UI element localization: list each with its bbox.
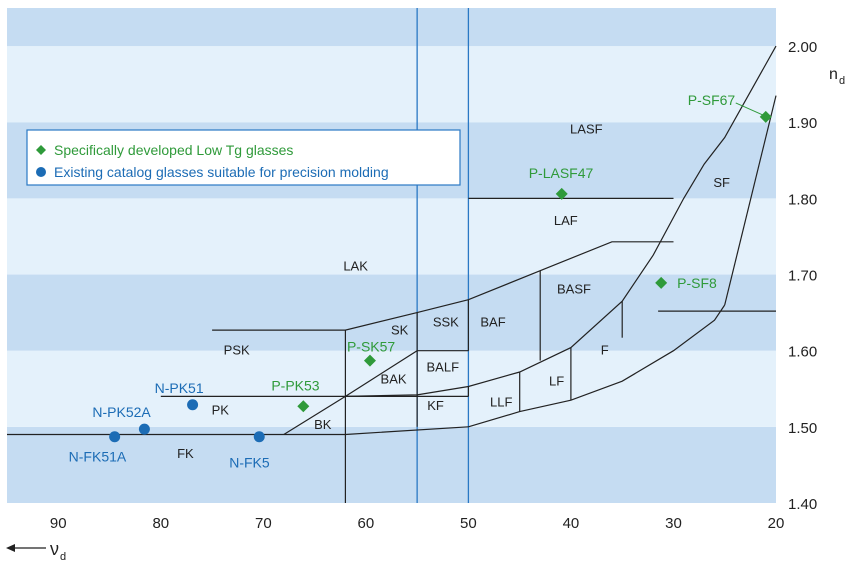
- y-tick-label-1.40: 1.40: [788, 496, 817, 513]
- region-label-sf: SF: [713, 175, 730, 190]
- x-tick-label-70: 70: [255, 515, 272, 532]
- region-label-basf: BASF: [557, 282, 591, 297]
- point-label-n-pk52a: N-PK52A: [92, 404, 151, 420]
- legend-entry-catalog: Existing catalog glasses suitable for pr…: [54, 164, 389, 180]
- x-axis-label-sub: d: [60, 551, 66, 563]
- region-label-lf: LF: [549, 374, 564, 389]
- y-axis-label: n d: [829, 66, 845, 87]
- legend: Specifically developed Low Tg glasses Ex…: [26, 129, 461, 186]
- x-axis-label-main: ν: [50, 539, 59, 559]
- y-tick-label-1.80: 1.80: [788, 191, 817, 208]
- x-tick-label-90: 90: [50, 515, 67, 532]
- background-band: [7, 426, 776, 503]
- point-marker-p-pk53: [297, 400, 310, 413]
- point-label-p-sf67: P-SF67: [688, 92, 736, 108]
- point-marker-n-fk5: [253, 431, 265, 443]
- region-boundary-line: [283, 350, 469, 436]
- background-band: [7, 274, 776, 351]
- point-label-p-pk53: P-PK53: [271, 377, 319, 393]
- point-marker-p-lasf47: [555, 187, 568, 200]
- point-label-p-sk57: P-SK57: [347, 339, 395, 355]
- region-label-baf: BAF: [480, 314, 505, 329]
- x-axis-ticks: 90 80 70 60 50 40 30 20: [50, 515, 784, 532]
- background-band: [7, 46, 776, 123]
- x-tick-label-60: 60: [358, 515, 375, 532]
- y-tick-label-1.50: 1.50: [788, 420, 817, 437]
- region-label-kf: KF: [427, 398, 444, 413]
- region-label-lasf: LASF: [570, 122, 603, 137]
- legend-box: [26, 129, 461, 186]
- point-marker-n-pk52a: [138, 423, 150, 435]
- region-boundary-line: [345, 45, 777, 397]
- region-label-bk: BK: [314, 417, 332, 432]
- point-label-n-fk5: N-FK5: [229, 455, 270, 471]
- x-tick-label-20: 20: [768, 515, 785, 532]
- region-label-balf: BALF: [427, 359, 460, 374]
- y-tick-label-1.60: 1.60: [788, 344, 817, 361]
- region-label-f: F: [601, 343, 609, 358]
- point-marker-n-pk51: [187, 399, 199, 411]
- y-tick-label-1.70: 1.70: [788, 268, 817, 285]
- point-marker-p-sf8: [655, 276, 668, 289]
- region-label-pk: PK: [212, 403, 230, 418]
- region-boundary-line: [724, 95, 777, 306]
- point-label-p-sf8: P-SF8: [677, 275, 717, 291]
- y-axis-ticks: 1.40 1.50 1.60 1.70 1.80 1.90 2.00: [788, 39, 817, 513]
- background-band: [7, 198, 776, 275]
- point-label-p-lasf47: P-LASF47: [529, 165, 594, 181]
- x-axis-label: ν d: [6, 539, 66, 563]
- data-points: [109, 110, 772, 443]
- x-tick-label-40: 40: [563, 515, 580, 532]
- legend-entry-low-tg: Specifically developed Low Tg glasses: [54, 142, 293, 158]
- y-tick-label-2.00: 2.00: [788, 39, 817, 56]
- point-marker-n-fk51a: [109, 431, 121, 443]
- leader-line-p-sf67: [735, 102, 763, 116]
- y-tick-label-1.90: 1.90: [788, 115, 817, 132]
- glass-region-labels: LASF LAF LAK SF BASF BAF SSK SK PSK BALF BAK KF LLF L…: [177, 122, 730, 461]
- legend-diamond-marker: [36, 145, 46, 155]
- region-label-fk: FK: [177, 446, 194, 461]
- region-label-bak: BAK: [381, 371, 407, 386]
- background-band: [7, 350, 776, 427]
- region-label-ssk: SSK: [433, 314, 459, 329]
- data-point-labels: P-SF67 P-LASF47 P-SF8 P-SK57 P-PK53 N-PK51N-P…: [69, 92, 763, 471]
- point-marker-p-sk57: [363, 354, 376, 367]
- background-band: [7, 8, 776, 47]
- x-tick-label-80: 80: [152, 515, 169, 532]
- point-label-n-pk51: N-PK51: [155, 380, 204, 396]
- region-label-lak: LAK: [343, 259, 368, 274]
- region-label-psk: PSK: [224, 343, 250, 358]
- region-label-sk: SK: [391, 323, 409, 338]
- left-arrow-icon: [6, 544, 15, 552]
- point-label-n-fk51a: N-FK51A: [69, 449, 127, 465]
- x-tick-label-50: 50: [460, 515, 477, 532]
- y-axis-label-main: n: [829, 66, 838, 83]
- region-label-llf: LLF: [490, 394, 512, 409]
- legend-circle-marker: [36, 167, 46, 177]
- region-label-laf: LAF: [554, 213, 578, 228]
- point-marker-p-sf67: [759, 110, 772, 123]
- x-tick-label-30: 30: [665, 515, 682, 532]
- y-axis-label-sub: d: [839, 75, 845, 87]
- background-bands: [7, 8, 776, 503]
